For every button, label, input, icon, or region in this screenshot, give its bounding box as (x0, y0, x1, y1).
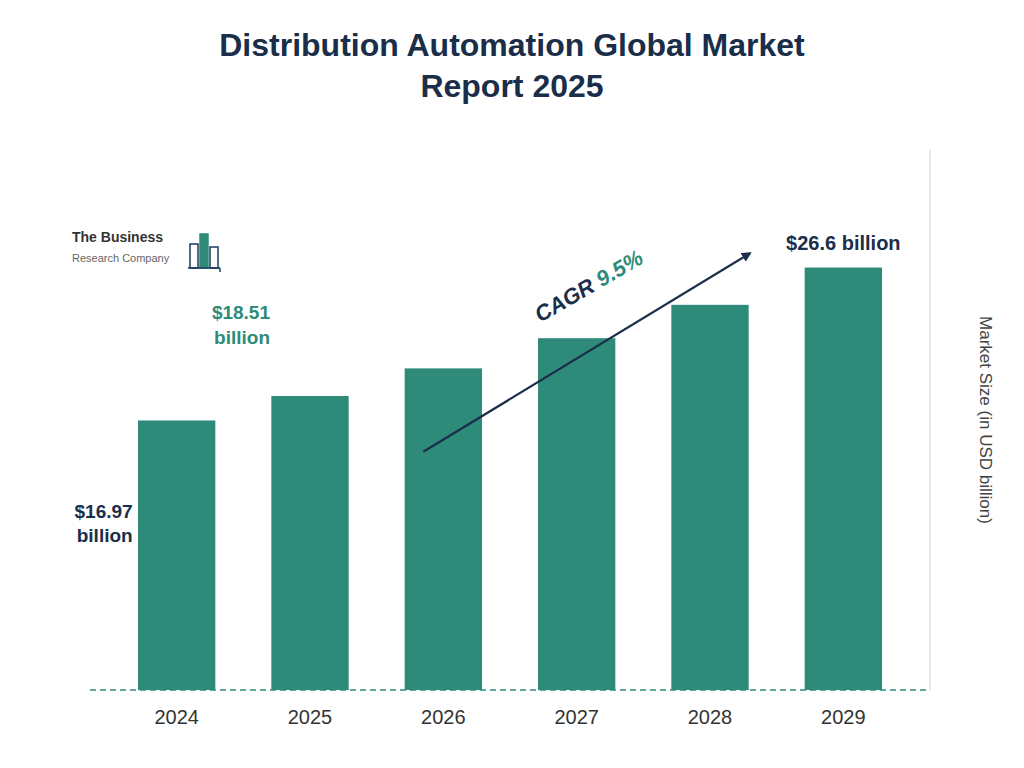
cagr-arrow (423, 253, 750, 452)
cagr-value: 9.5% (592, 245, 648, 292)
annotation: $18.51 billion (212, 302, 271, 348)
annotation-line: billion (77, 525, 133, 546)
annotation: $16.97 billion (75, 501, 133, 547)
annotation-line: billion (214, 327, 270, 348)
bar (671, 305, 748, 690)
logo-icon-bar (190, 244, 198, 268)
y-range-line (930, 150, 931, 690)
x-tick-label: 2029 (821, 706, 866, 728)
bar (538, 338, 615, 690)
bar (271, 396, 348, 690)
logo-text: The Business (72, 229, 163, 245)
bar (405, 368, 482, 690)
x-tick-label: 2028 (688, 706, 733, 728)
logo-icon-tick (219, 268, 221, 272)
title: Distribution Automation Global Market Rep… (219, 27, 805, 105)
annotation-line: $26.6 billion (786, 232, 900, 254)
x-tick-label: 2024 (154, 706, 199, 728)
x-tick-label: 2025 (288, 706, 333, 728)
annotation: $26.6 billion (786, 232, 900, 254)
annotation-line: $16.97 (75, 501, 133, 522)
logo-icon-bar (210, 247, 218, 268)
title-line: Distribution Automation Global Market (219, 27, 805, 63)
cagr-word: CAGR (530, 270, 604, 327)
bar (138, 420, 215, 690)
x-tick-label: 2026 (421, 706, 466, 728)
title-line: Report 2025 (420, 68, 603, 104)
logo-icon-base (188, 267, 220, 269)
cagr-label: CAGR 9.5% (530, 245, 647, 327)
x-tick-label: 2027 (554, 706, 599, 728)
chart: Distribution Automation Global Market Rep… (0, 0, 1024, 768)
logo-text: Research Company (72, 252, 170, 264)
logo: The Business Research Company (72, 229, 220, 272)
bars (138, 268, 882, 690)
logo-icon-bar (200, 234, 208, 268)
y-axis-label: Market Size (in USD billion) (976, 316, 995, 524)
bar (805, 268, 882, 690)
annotation-line: $18.51 (212, 302, 271, 323)
baseline (90, 689, 930, 691)
background (0, 0, 1024, 768)
